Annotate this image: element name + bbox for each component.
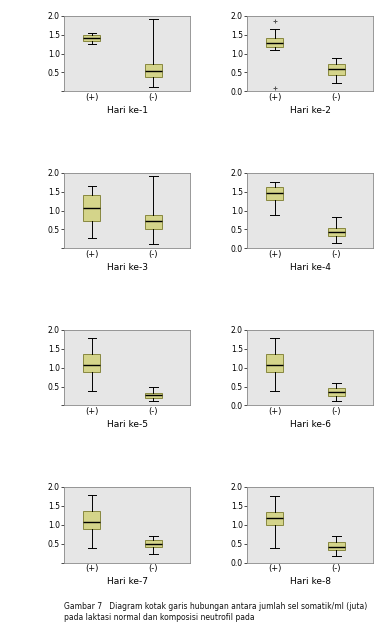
- PathPatch shape: [83, 36, 100, 41]
- X-axis label: Hari ke-3: Hari ke-3: [107, 263, 148, 272]
- PathPatch shape: [328, 542, 345, 550]
- X-axis label: Hari ke-4: Hari ke-4: [290, 263, 331, 272]
- X-axis label: Hari ke-6: Hari ke-6: [290, 420, 331, 429]
- PathPatch shape: [328, 64, 345, 76]
- PathPatch shape: [266, 187, 283, 200]
- PathPatch shape: [83, 354, 100, 372]
- PathPatch shape: [328, 388, 345, 396]
- PathPatch shape: [145, 64, 162, 77]
- X-axis label: Hari ke-8: Hari ke-8: [290, 577, 331, 586]
- PathPatch shape: [83, 194, 100, 221]
- X-axis label: Hari ke-7: Hari ke-7: [107, 577, 148, 586]
- PathPatch shape: [83, 511, 100, 529]
- PathPatch shape: [328, 228, 345, 236]
- PathPatch shape: [266, 512, 283, 524]
- PathPatch shape: [266, 354, 283, 372]
- X-axis label: Hari ke-2: Hari ke-2: [290, 106, 331, 115]
- X-axis label: Hari ke-5: Hari ke-5: [107, 420, 148, 429]
- X-axis label: Hari ke-1: Hari ke-1: [107, 106, 148, 115]
- PathPatch shape: [266, 38, 283, 47]
- PathPatch shape: [145, 215, 162, 229]
- Text: Gambar 7   Diagram kotak garis hubungan antara jumlah sel somatik/ml (juta) pada: Gambar 7 Diagram kotak garis hubungan an…: [64, 602, 367, 622]
- PathPatch shape: [145, 540, 162, 548]
- PathPatch shape: [145, 393, 162, 398]
